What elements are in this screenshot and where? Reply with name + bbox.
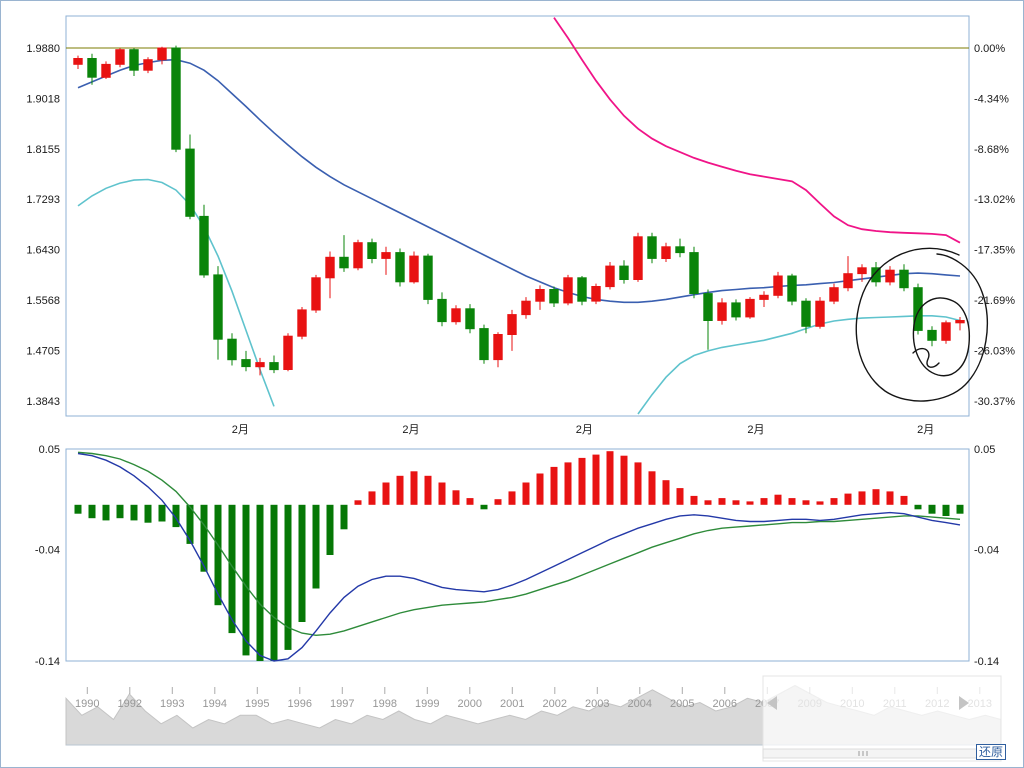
svg-text:-26.03%: -26.03% bbox=[974, 346, 1015, 358]
svg-text:-0.14: -0.14 bbox=[974, 656, 999, 668]
svg-text:1.9880: 1.9880 bbox=[26, 43, 60, 55]
candlestick-series bbox=[73, 45, 965, 376]
svg-text:1995: 1995 bbox=[245, 698, 269, 710]
svg-text:0.00%: 0.00% bbox=[974, 43, 1005, 55]
svg-text:1.9018: 1.9018 bbox=[26, 93, 60, 105]
macd-panel-frame bbox=[65, 448, 970, 662]
bottom-scrollbar[interactable] bbox=[762, 748, 1002, 759]
svg-text:-30.37%: -30.37% bbox=[974, 396, 1015, 408]
svg-text:2001: 2001 bbox=[500, 698, 524, 710]
nav-scroll-right-arrow[interactable] bbox=[959, 696, 969, 710]
svg-text:1.5568: 1.5568 bbox=[26, 295, 60, 307]
scrollbar-grip[interactable] bbox=[858, 751, 868, 756]
svg-text:1.8155: 1.8155 bbox=[26, 144, 60, 156]
svg-text:-21.69%: -21.69% bbox=[974, 295, 1015, 307]
macd-lines bbox=[77, 451, 961, 662]
svg-text:0.05: 0.05 bbox=[39, 444, 60, 456]
svg-text:2003: 2003 bbox=[585, 698, 609, 710]
macd-histogram bbox=[74, 451, 964, 661]
macd-axis-labels: 0.05 0.05 -0.04 -0.04 -0.14 -0.14 bbox=[35, 444, 999, 668]
svg-text:-17.35%: -17.35% bbox=[974, 245, 1015, 257]
svg-text:2月: 2月 bbox=[232, 424, 249, 436]
navigator-overlay bbox=[762, 675, 1002, 762]
svg-text:1.7293: 1.7293 bbox=[26, 194, 60, 206]
moving-average-lines bbox=[77, 17, 961, 415]
price-axis-labels: 1.9880 0.00% 1.9018 -4.34% 1.8155 -8.68% 1.729… bbox=[26, 43, 1015, 436]
svg-text:1.6430: 1.6430 bbox=[26, 245, 60, 257]
svg-text:-0.04: -0.04 bbox=[974, 544, 999, 556]
hand-drawn-circle-annotation bbox=[855, 247, 989, 402]
svg-text:1994: 1994 bbox=[203, 698, 227, 710]
svg-text:1997: 1997 bbox=[330, 698, 354, 710]
svg-text:2月: 2月 bbox=[917, 424, 934, 436]
svg-text:1.4705: 1.4705 bbox=[26, 346, 60, 358]
price-panel-frame bbox=[65, 15, 970, 417]
svg-text:0.05: 0.05 bbox=[974, 444, 995, 456]
svg-text:1992: 1992 bbox=[118, 698, 142, 710]
svg-text:-0.04: -0.04 bbox=[35, 544, 60, 556]
svg-text:1.3843: 1.3843 bbox=[26, 396, 60, 408]
svg-text:1996: 1996 bbox=[288, 698, 312, 710]
svg-text:2月: 2月 bbox=[402, 424, 419, 436]
svg-text:2000: 2000 bbox=[458, 698, 482, 710]
svg-text:1993: 1993 bbox=[160, 698, 184, 710]
svg-text:2006: 2006 bbox=[713, 698, 737, 710]
nav-scroll-left-arrow[interactable] bbox=[767, 696, 777, 710]
svg-text:-0.14: -0.14 bbox=[35, 656, 60, 668]
svg-text:2002: 2002 bbox=[543, 698, 567, 710]
svg-text:2月: 2月 bbox=[576, 424, 593, 436]
svg-text:1999: 1999 bbox=[415, 698, 439, 710]
svg-text:2月: 2月 bbox=[747, 424, 764, 436]
svg-text:-4.34%: -4.34% bbox=[974, 93, 1009, 105]
svg-text:1998: 1998 bbox=[373, 698, 397, 710]
svg-text:1990: 1990 bbox=[75, 698, 99, 710]
svg-text:2005: 2005 bbox=[670, 698, 694, 710]
restore-button[interactable]: 还原 bbox=[976, 744, 1007, 760]
svg-text:-13.02%: -13.02% bbox=[974, 194, 1015, 206]
svg-text:-8.68%: -8.68% bbox=[974, 144, 1009, 156]
svg-text:2004: 2004 bbox=[628, 698, 652, 710]
